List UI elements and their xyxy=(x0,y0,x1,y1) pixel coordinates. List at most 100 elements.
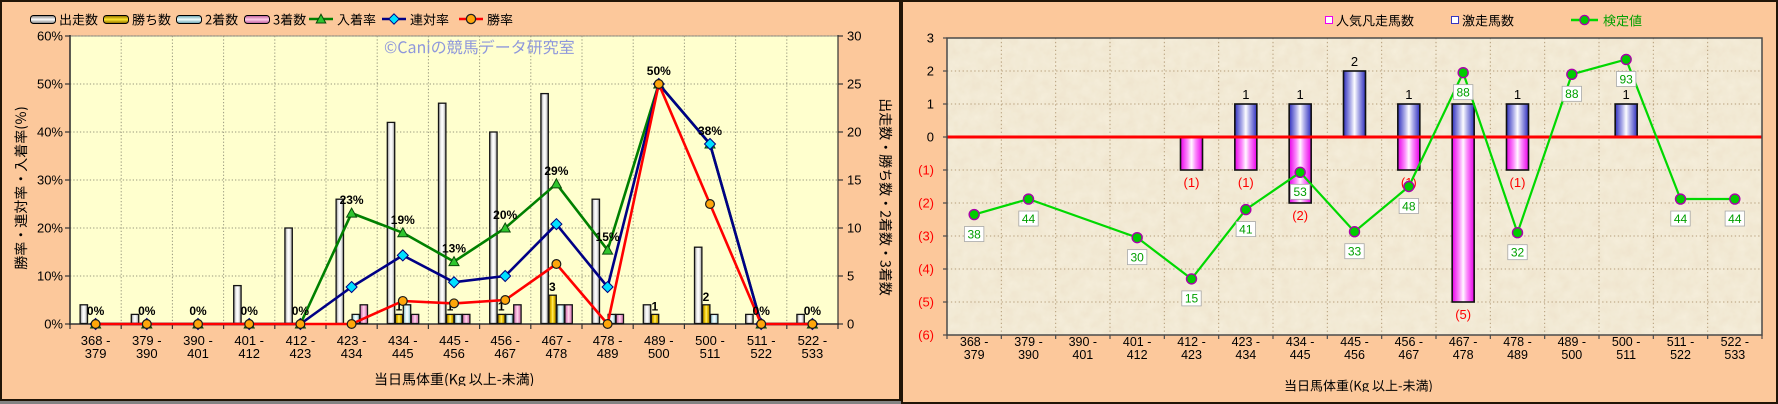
label-place-rate-6: 19% xyxy=(391,213,415,227)
glyph-path xyxy=(1388,14,1401,26)
xtick-2-b: 401 xyxy=(1072,348,1093,362)
vector-graphic xyxy=(410,13,449,26)
label-place-rate-4: 0% xyxy=(292,304,310,318)
glyph-path xyxy=(1415,379,1428,391)
ytick-left-30%: 30% xyxy=(37,173,63,188)
glyph-path xyxy=(430,372,444,385)
legend-item-top2-rate[interactable] xyxy=(382,11,449,27)
xtick-1-b: 390 xyxy=(1018,348,1039,362)
xtick-2-a: 390 - xyxy=(183,333,213,348)
legend-item-starts[interactable] xyxy=(30,11,98,27)
xtick-10-a: 478 - xyxy=(1503,335,1532,349)
bar-label-underperformers-9: (5) xyxy=(1455,307,1471,322)
xtick-0-b: 379 xyxy=(964,348,985,362)
bar-label-underperformers-5: (1) xyxy=(1238,175,1254,190)
left-gridlines xyxy=(70,35,838,324)
label-box-test-statistic-1 xyxy=(1018,210,1039,227)
line-series-win-rate xyxy=(90,78,818,330)
legend-item-thirds[interactable] xyxy=(244,11,306,27)
legend-item-wins[interactable] xyxy=(103,11,171,27)
marker-win-rate-2 xyxy=(193,319,204,330)
bar-starts-12 xyxy=(693,246,703,325)
glyph-path xyxy=(14,242,28,256)
glyph-path xyxy=(280,12,293,25)
glyph-path xyxy=(390,373,400,386)
legend-swatch-place-rate xyxy=(309,13,333,24)
right-bars: (1)(1)(2)(1)(5)(1)1121111 xyxy=(1179,54,1638,322)
marker-place-rate-9 xyxy=(550,177,563,189)
ytick-0: 0 xyxy=(927,130,934,145)
label-box-test-statistic-13 xyxy=(1670,210,1691,227)
vector-graphic xyxy=(879,99,893,296)
xtick-9-a: 467 - xyxy=(1449,335,1478,349)
legend-item-place-rate[interactable] xyxy=(309,11,376,27)
legend-item-test-statistic[interactable] xyxy=(1571,12,1642,28)
label-test-statistic-14: 44 xyxy=(1728,212,1742,226)
glyph-path xyxy=(60,13,71,25)
right-chart-plot: (1)(1)(2)(1)(5)(1)1121111384430154153334… xyxy=(918,31,1763,362)
marker-shape xyxy=(388,13,400,25)
vector-graphic xyxy=(132,13,171,26)
vector-graphic xyxy=(60,13,98,26)
bar-wins-9 xyxy=(548,294,557,325)
bar-label-wins-6: 1 xyxy=(395,299,402,313)
glyph-path xyxy=(146,13,157,25)
label-place-rate-0: 0% xyxy=(87,304,105,318)
glyph-path xyxy=(445,372,448,386)
glyph-path xyxy=(350,12,363,25)
glyph-path xyxy=(530,372,533,386)
left-chart-panel[interactable]: 1 1 1 3 1 2 0% 0% 0% 0% 0% 23% 19% 13% 20% 29% 15% 50% 38%… xyxy=(0,0,901,401)
xtick-9-b: 478 xyxy=(546,346,568,361)
right-chart-panel[interactable]: (1)(1)(2)(1)(5)(1)1121111384430154153334… xyxy=(901,0,1778,404)
marker-test-statistic-5 xyxy=(1240,203,1252,216)
legend-label-place-rate xyxy=(337,12,376,26)
glyph-path xyxy=(273,14,280,25)
bar-underperformers-8 xyxy=(1397,136,1421,171)
right-axes xyxy=(943,37,1763,339)
glyph-path xyxy=(19,177,23,181)
marker-place-rate-5 xyxy=(345,207,358,218)
glyph-path xyxy=(205,14,212,24)
xtick-11-b: 500 xyxy=(648,346,670,361)
glyph-path xyxy=(1354,380,1362,390)
glyph-path xyxy=(14,107,28,111)
glyph-path xyxy=(1310,379,1322,391)
bar-overperformers-12 xyxy=(1614,103,1638,138)
bar-thirds-9 xyxy=(564,304,573,325)
xtick-1-a: 379 - xyxy=(1014,335,1043,349)
label-test-statistic-8: 48 xyxy=(1402,199,1416,213)
legend-item-win-rate[interactable] xyxy=(459,11,513,27)
line-series-test-statistic: 38 44 30 15 41 53 33 48 88 32 88 93 44 44 xyxy=(964,53,1745,307)
label-place-rate-13: 0% xyxy=(753,304,771,318)
bar-label-overperformers-6: 1 xyxy=(1297,87,1304,102)
label-box-test-statistic-6 xyxy=(1290,183,1311,200)
glyph-path xyxy=(500,13,513,26)
glyph-path xyxy=(85,13,98,26)
glyph-path xyxy=(15,112,27,124)
bar-starts-6 xyxy=(386,121,396,325)
ytick-(1): (1) xyxy=(918,163,934,178)
marker-top2-rate-5 xyxy=(345,280,358,294)
glyph-path xyxy=(879,112,893,126)
glyph-path xyxy=(375,372,387,386)
legend-item-seconds[interactable] xyxy=(176,11,238,27)
marker-test-statistic-11 xyxy=(1566,68,1578,81)
marker-win-rate-11 xyxy=(653,78,664,89)
ytick-1: 1 xyxy=(927,97,934,112)
bar-starts-13 xyxy=(745,313,754,325)
xtick-8-a: 456 - xyxy=(1395,335,1424,349)
glyph-path xyxy=(337,13,350,25)
xtick-3-b: 412 xyxy=(1127,348,1148,362)
line-test-statistic xyxy=(973,58,1735,281)
glyph-path xyxy=(1322,379,1336,391)
marker-test-statistic-14 xyxy=(1729,193,1741,205)
legend-item-overperformers[interactable] xyxy=(1451,12,1514,28)
glyph-path xyxy=(1401,14,1414,27)
bar-starts-9 xyxy=(540,92,549,325)
glyph-path xyxy=(879,182,893,196)
legend-item-underperformers[interactable] xyxy=(1325,12,1414,28)
xtick-4-b: 423 xyxy=(290,346,312,361)
bar-wins-7 xyxy=(445,313,455,325)
xtick-6-a: 434 - xyxy=(388,333,418,348)
bar-underperformers-5 xyxy=(1234,136,1258,171)
